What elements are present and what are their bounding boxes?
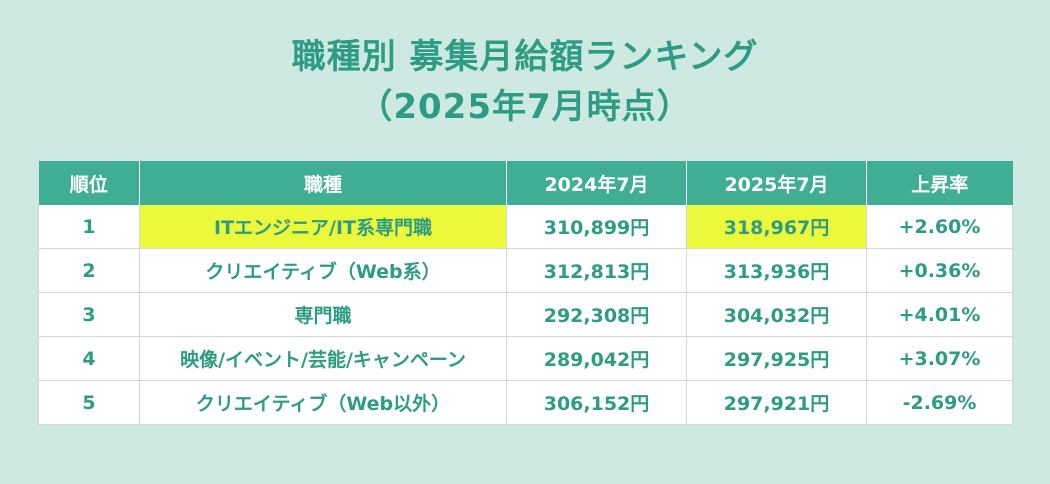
chart-title: 職種別 募集月給額ランキング （2025年7月時点） xyxy=(0,32,1050,132)
cell-2024: 312,813円 xyxy=(506,248,687,293)
cell-2025: 318,967円 xyxy=(686,205,867,249)
cell-2024: 292,308円 xyxy=(506,292,687,337)
header-2024: 2024年7月 xyxy=(506,161,687,205)
cell-2025: 313,936円 xyxy=(686,248,867,293)
cell-rank: 2 xyxy=(38,248,140,293)
cell-2025: 297,925円 xyxy=(686,336,867,381)
cell-job: ITエンジニア/IT系専門職 xyxy=(139,205,507,249)
cell-rate: +2.60% xyxy=(866,205,1013,249)
cell-rank: 3 xyxy=(38,292,140,337)
cell-2025: 304,032円 xyxy=(686,292,867,337)
cell-rank: 1 xyxy=(38,205,140,249)
ranking-table: 順位 職種 2024年7月 2025年7月 上昇率 1 ITエンジニア/IT系専… xyxy=(38,161,1013,425)
cell-rate: -2.69% xyxy=(866,380,1013,425)
table-row: 5 クリエイティブ（Web以外） 306,152円 297,921円 -2.69… xyxy=(38,380,1013,425)
table-row: 4 映像/イベント/芸能/キャンペーン 289,042円 297,925円 +3… xyxy=(38,336,1013,381)
cell-rate: +3.07% xyxy=(866,336,1013,381)
table-row: 2 クリエイティブ（Web系） 312,813円 313,936円 +0.36% xyxy=(38,248,1013,293)
cell-rank: 4 xyxy=(38,336,140,381)
cell-job: 映像/イベント/芸能/キャンペーン xyxy=(139,336,507,381)
cell-2024: 289,042円 xyxy=(506,336,687,381)
cell-rank: 5 xyxy=(38,380,140,425)
cell-2025: 297,921円 xyxy=(686,380,867,425)
header-job: 職種 xyxy=(139,161,507,205)
header-rate: 上昇率 xyxy=(866,161,1013,205)
cell-rate: +4.01% xyxy=(866,292,1013,337)
cell-job: クリエイティブ（Web系） xyxy=(139,248,507,293)
table-header-row: 順位 職種 2024年7月 2025年7月 上昇率 xyxy=(38,161,1013,205)
header-rank: 順位 xyxy=(38,161,140,205)
cell-job: クリエイティブ（Web以外） xyxy=(139,380,507,425)
table-row: 3 専門職 292,308円 304,032円 +4.01% xyxy=(38,292,1013,337)
cell-rate: +0.36% xyxy=(866,248,1013,293)
header-2025: 2025年7月 xyxy=(686,161,867,205)
cell-2024: 310,899円 xyxy=(506,205,687,249)
cell-2024: 306,152円 xyxy=(506,380,687,425)
title-line-2: （2025年7月時点） xyxy=(358,87,692,127)
table-row: 1 ITエンジニア/IT系専門職 310,899円 318,967円 +2.60… xyxy=(38,205,1013,249)
cell-job: 専門職 xyxy=(139,292,507,337)
title-line-1: 職種別 募集月給額ランキング xyxy=(291,37,759,77)
